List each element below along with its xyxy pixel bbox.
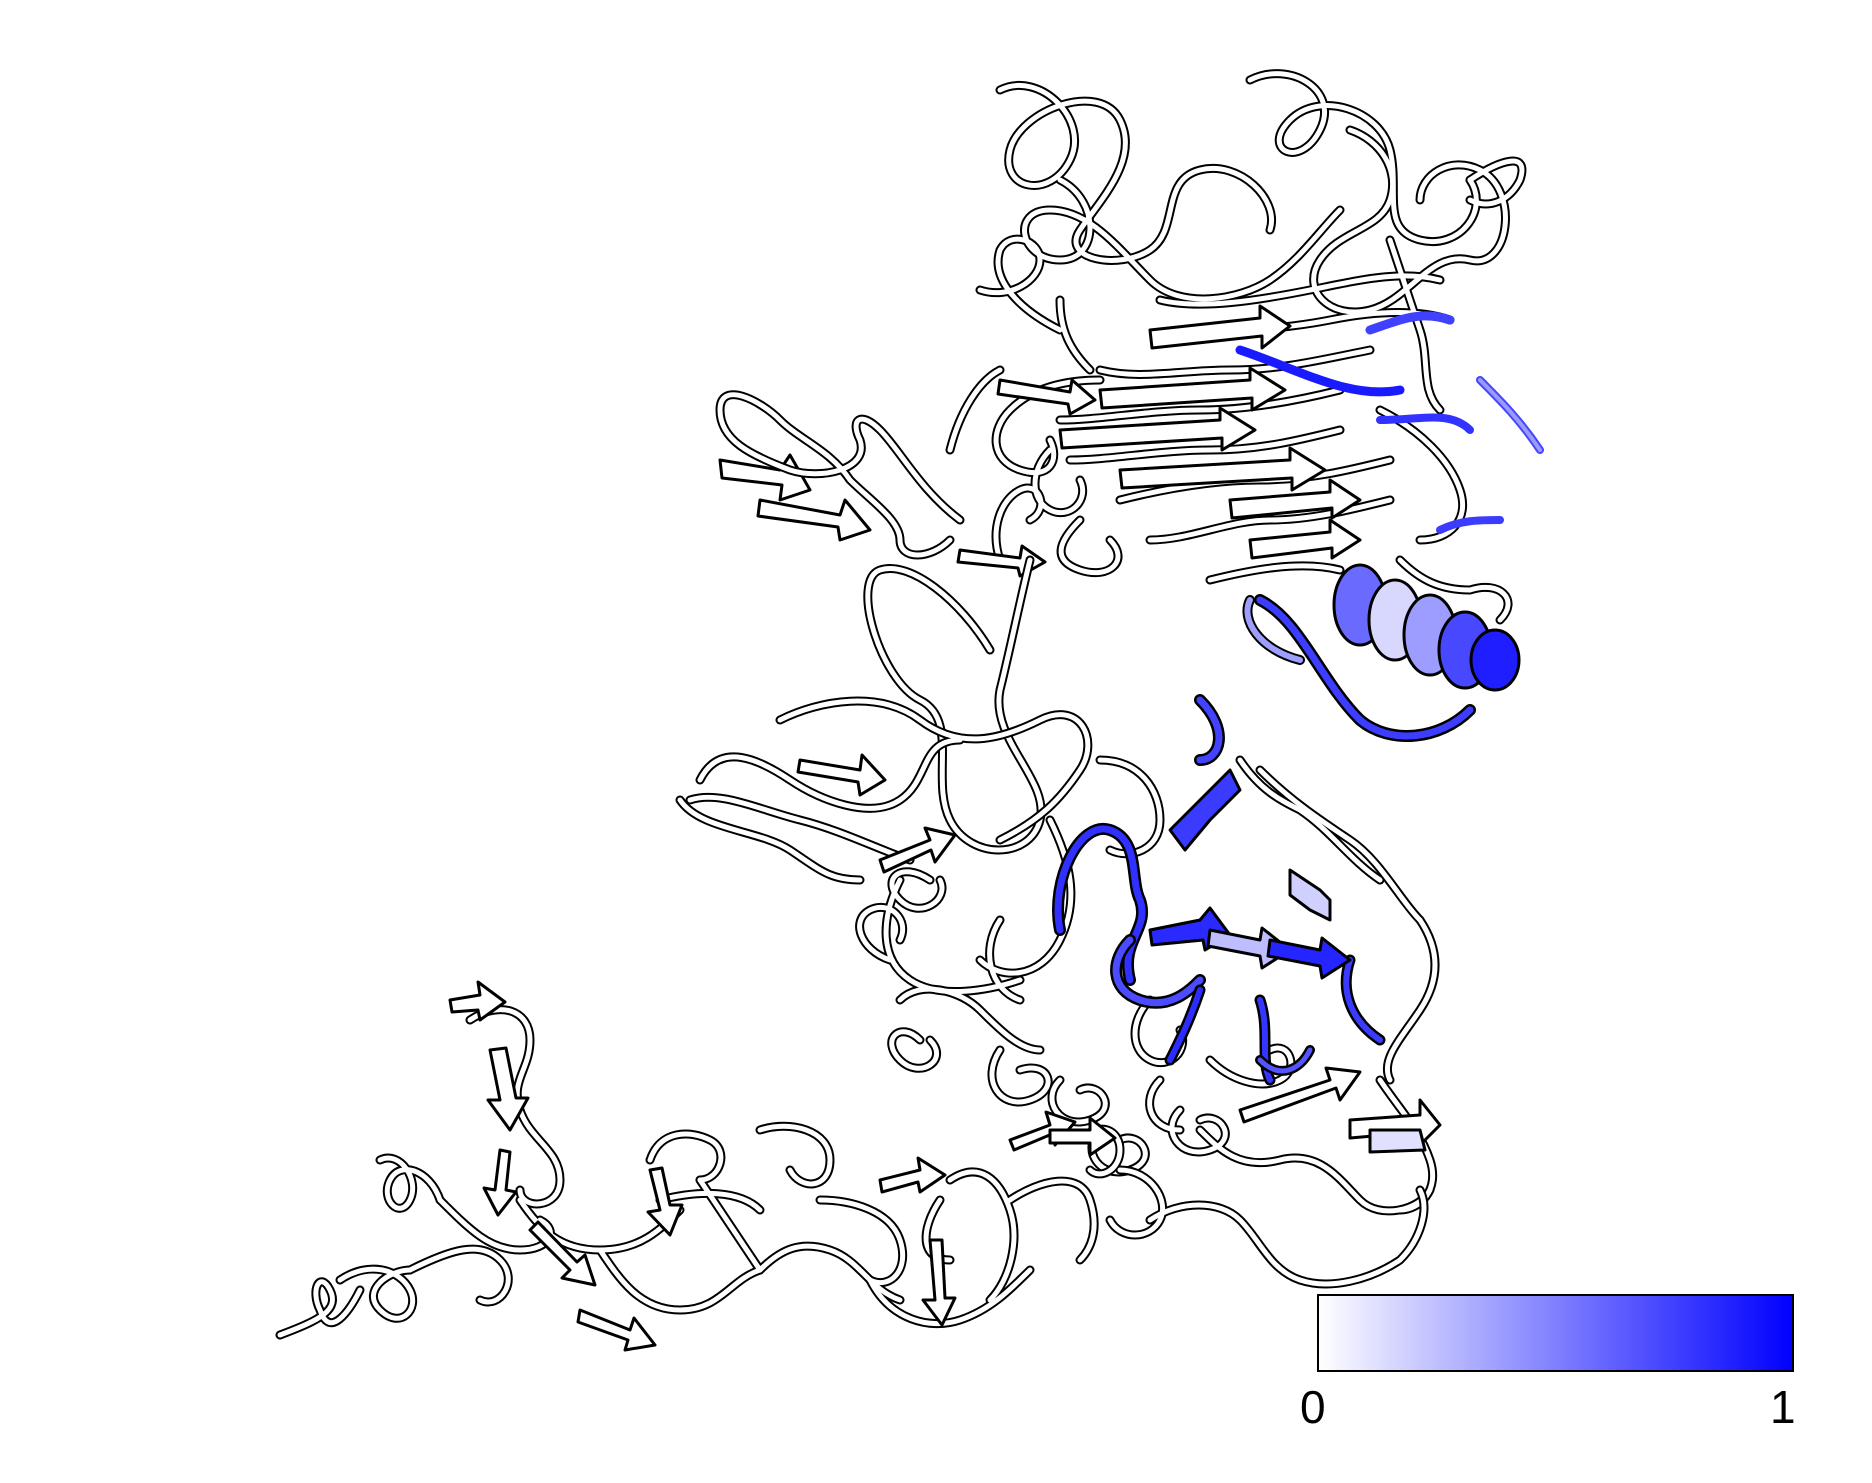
colorbar-min-label: 0 [1300,1381,1326,1433]
tail-domain [275,980,1429,1352]
colorbar-max-label: 1 [1770,1381,1796,1433]
colorbar [1317,1294,1794,1372]
upper-domain [715,69,1527,625]
upper-highlight-region [1235,311,1544,742]
linker-loops [863,555,1046,855]
lower-highlight-region [1052,694,1427,1154]
